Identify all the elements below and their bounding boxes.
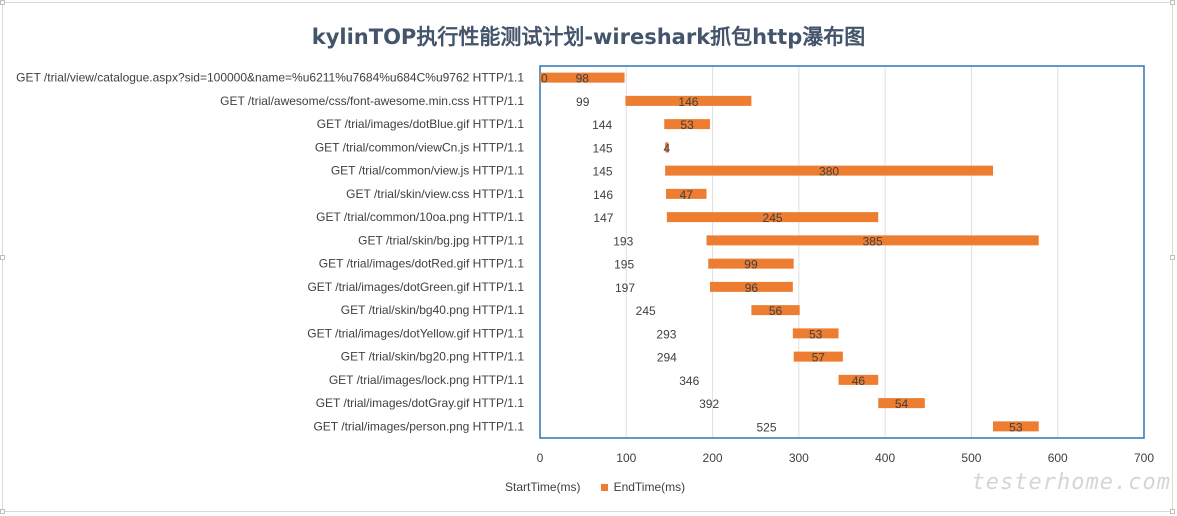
end-time-label: 245: [763, 211, 783, 225]
legend-swatch-end: [600, 483, 608, 491]
resize-handle-right-middle[interactable]: [1170, 255, 1175, 260]
start-time-label: 294: [657, 351, 677, 365]
x-tick-label: 100: [616, 451, 636, 465]
end-time-label: 98: [576, 72, 590, 86]
category-label: GET /trial/images/dotRed.gif HTTP/1.1: [319, 257, 525, 271]
resize-handle-left-middle[interactable]: [0, 255, 5, 260]
x-tick-label: 0: [537, 451, 544, 465]
category-label: GET /trial/skin/bg40.png HTTP/1.1: [341, 303, 525, 317]
start-time-label: 197: [615, 281, 635, 295]
start-time-label: 245: [636, 304, 656, 318]
bar-end-time: [878, 398, 925, 409]
end-time-label: 146: [678, 95, 698, 109]
start-time-label: 145: [593, 141, 613, 155]
resize-handle-bottom-right[interactable]: [1170, 509, 1175, 514]
start-time-label: 144: [592, 118, 612, 132]
category-label: GET /trial/common/viewCn.js HTTP/1.1: [315, 140, 524, 154]
x-tick-label: 400: [875, 451, 895, 465]
start-time-label: 293: [656, 327, 676, 341]
bar-end-time: [709, 281, 793, 292]
start-time-label: 392: [699, 397, 719, 411]
bar-end-time: [793, 351, 843, 362]
category-label: GET /trial/images/dotGray.gif HTTP/1.1: [316, 396, 525, 410]
resize-handle-top-left[interactable]: [0, 0, 5, 5]
bar-end-time: [664, 119, 710, 130]
chart-title: kylinTOP执行性能测试计划-wireshark抓包http瀑布图: [311, 25, 866, 49]
x-tick-label: 300: [789, 451, 809, 465]
bar-end-time: [665, 188, 707, 199]
end-time-label: 46: [852, 374, 866, 388]
bar-end-time: [993, 421, 1039, 432]
start-time-label: 195: [614, 258, 634, 272]
category-label: GET /trial/view/catalogue.aspx?sid=10000…: [16, 71, 524, 85]
bar-end-time: [665, 142, 669, 153]
category-label: GET /trial/images/dotGreen.gif HTTP/1.1: [307, 280, 524, 294]
end-time-label: 380: [819, 165, 839, 179]
category-label: GET /trial/awesome/css/font-awesome.min.…: [220, 94, 524, 108]
legend-entry-start: StartTime(ms): [505, 480, 581, 494]
end-time-label: 53: [809, 327, 823, 341]
end-time-label: 53: [680, 118, 694, 132]
legend-entry-end: EndTime(ms): [613, 480, 686, 494]
end-time-label: 53: [1009, 420, 1023, 434]
end-time-label: 99: [744, 258, 758, 272]
end-time-label: 57: [812, 351, 826, 365]
x-tick-label: 700: [1134, 451, 1154, 465]
bar-end-time: [792, 328, 839, 339]
start-time-label: 99: [576, 95, 590, 109]
bar-end-time: [708, 258, 794, 269]
end-time-label: 54: [895, 397, 909, 411]
end-time-label: 56: [769, 304, 783, 318]
start-time-label: 346: [679, 374, 699, 388]
bar-end-time: [706, 235, 1039, 246]
category-label: GET /trial/skin/view.css HTTP/1.1: [346, 187, 524, 201]
category-label: GET /trial/common/view.js HTTP/1.1: [331, 164, 524, 178]
bar-end-time: [838, 374, 879, 385]
bar-end-time: [625, 95, 752, 106]
end-time-label: 47: [680, 188, 694, 202]
category-label: GET /trial/skin/bg20.png HTTP/1.1: [341, 350, 525, 364]
category-label: GET /trial/skin/bg.jpg HTTP/1.1: [358, 233, 524, 247]
category-label: GET /trial/images/dotYellow.gif HTTP/1.1: [307, 326, 524, 340]
bar-end-time: [665, 165, 993, 176]
x-tick-label: 500: [961, 451, 981, 465]
legend: StartTime(ms) EndTime(ms): [505, 480, 685, 494]
category-label: GET /trial/images/person.png HTTP/1.1: [313, 419, 524, 433]
plot-border: [539, 65, 1145, 439]
end-time-label: 385: [863, 234, 883, 248]
start-time-label: 193: [613, 234, 633, 248]
x-tick-label: 600: [1048, 451, 1068, 465]
bar-end-time: [540, 72, 625, 83]
resize-handle-top-right[interactable]: [1170, 0, 1175, 5]
resize-handle-bottom-left[interactable]: [0, 509, 5, 514]
end-time-label: 96: [745, 281, 759, 295]
x-tick-label: 200: [703, 451, 723, 465]
category-label: GET /trial/images/lock.png HTTP/1.1: [329, 373, 525, 387]
bar-end-time: [751, 305, 800, 316]
bar-end-time: [666, 212, 879, 223]
end-time-label: 4: [663, 141, 670, 155]
start-time-label: 525: [756, 420, 776, 434]
start-time-label: 145: [593, 165, 613, 179]
start-time-label: 146: [593, 188, 613, 202]
start-time-label: 147: [593, 211, 613, 225]
category-label: GET /trial/common/10oa.png HTTP/1.1: [316, 210, 524, 224]
category-label: GET /trial/images/dotBlue.gif HTTP/1.1: [317, 117, 525, 131]
watermark: testerhome.com: [971, 470, 1171, 495]
start-time-label: 0: [541, 72, 548, 86]
